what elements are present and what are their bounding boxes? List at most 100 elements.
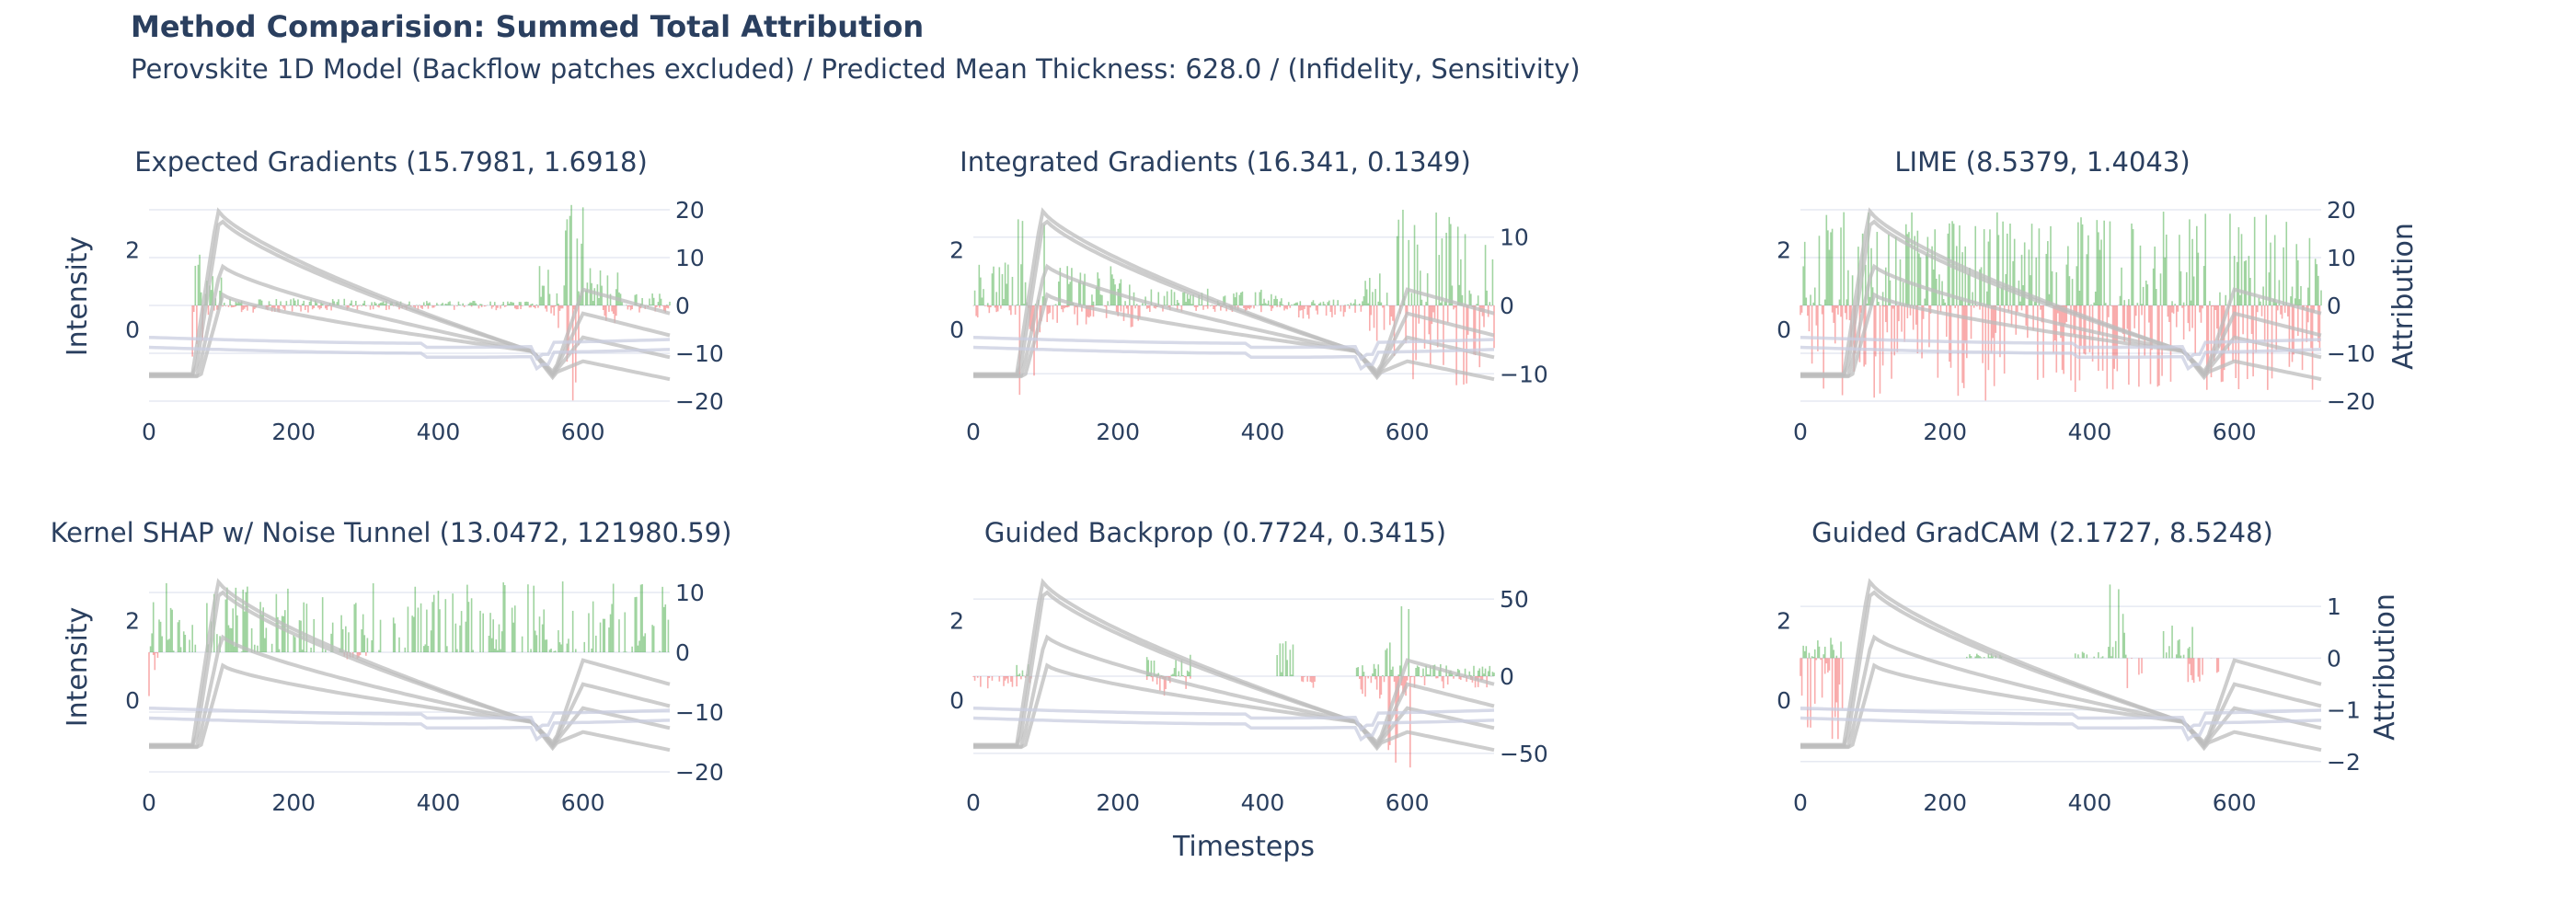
attribution-tick: −20 <box>675 759 724 786</box>
x-tick: 400 <box>1241 419 1285 445</box>
intensity-tick: 2 <box>125 607 140 634</box>
signal-line-2 <box>1800 590 2322 748</box>
intensity-tick: 2 <box>1777 236 1791 263</box>
signal-line-5 <box>972 335 1495 362</box>
signal-line-4 <box>149 292 671 382</box>
intensity-tick: 2 <box>949 607 964 634</box>
attribution-tick: −10 <box>675 340 724 367</box>
signal-line-1 <box>1800 207 2322 376</box>
signal-line-3 <box>149 263 671 379</box>
signal-line-4 <box>973 662 1495 753</box>
signal-line-3 <box>1800 634 2322 750</box>
x-tick: 400 <box>2068 419 2112 445</box>
subplot-1: Expected Gradients (15.7981, 1.6918) 0 2 −2… <box>125 146 724 445</box>
attribution-tick: 0 <box>2327 293 2341 319</box>
attribution-tick: −10 <box>1500 361 1548 387</box>
signal-line-6 <box>148 345 671 372</box>
attribution-tick: −20 <box>2327 388 2375 415</box>
subplot-title: Expected Gradients (15.7981, 1.6918) <box>134 146 648 178</box>
intensity-tick: 0 <box>949 316 964 343</box>
x-tick: 200 <box>1923 419 1967 445</box>
attribution-tick: 10 <box>2327 245 2356 271</box>
x-tick: 400 <box>1241 789 1285 816</box>
signal-line-1 <box>973 578 1495 747</box>
x-tick: 400 <box>2068 789 2112 816</box>
intensity-tick: 0 <box>125 316 140 343</box>
signal-line-6 <box>1800 345 2322 372</box>
left-axis-label-row2: Intensity <box>62 607 94 728</box>
signal-line-1 <box>149 578 671 747</box>
signal-line-5 <box>148 335 671 362</box>
attribution-tick: 0 <box>675 639 690 666</box>
figure-subtitle: Perovskite 1D Model (Backflow patches ex… <box>131 53 1581 85</box>
signal-line-5 <box>1800 335 2322 362</box>
figure-title: Method Comparision: Summed Total Attribu… <box>131 9 924 44</box>
signal-line-2 <box>1800 219 2322 377</box>
x-tick: 200 <box>1096 419 1140 445</box>
intensity-tick: 2 <box>125 236 140 263</box>
attribution-tick: 0 <box>2327 645 2341 672</box>
signal-line-3 <box>1800 263 2322 379</box>
attribution-tick: 20 <box>2327 197 2356 224</box>
attribution-tick: 10 <box>675 580 705 606</box>
intensity-tick: 2 <box>949 236 964 263</box>
right-axis-label-row1: Attribution <box>2387 223 2420 370</box>
signal-line-3 <box>973 263 1495 379</box>
intensity-tick: 0 <box>1777 316 1791 343</box>
x-tick: 0 <box>1793 419 1808 445</box>
attribution-tick: 20 <box>675 197 705 224</box>
signal-line-5 <box>1800 706 2322 732</box>
x-tick: 0 <box>1793 789 1808 816</box>
x-tick: 600 <box>1386 419 1430 445</box>
signal-line-5 <box>972 706 1495 732</box>
attribution-bars <box>191 204 671 401</box>
x-tick: 200 <box>271 419 316 445</box>
signal-line-2 <box>149 590 671 748</box>
signal-line-4 <box>1800 662 2322 753</box>
attribution-tick: −10 <box>2327 340 2375 367</box>
attribution-tick: 10 <box>675 245 705 271</box>
attribution-tick: −1 <box>2327 697 2361 724</box>
signal-line-1 <box>973 207 1495 376</box>
subplot-title: Integrated Gradients (16.341, 0.1349) <box>960 146 1471 178</box>
subplot-5: Guided Backprop (0.7724, 0.3415) 0 2 −50 0 50… <box>949 517 1548 816</box>
right-axis-label-row2: Attribution <box>2369 593 2401 741</box>
subplot-4: Kernel SHAP w/ Noise Tunnel (13.0472, 12… <box>51 517 732 816</box>
subplot-grid: Expected Gradients (15.7981, 1.6918) 0 2 −2… <box>51 146 2375 816</box>
signal-line-4 <box>149 662 671 753</box>
x-tick: 0 <box>966 419 981 445</box>
attribution-tick: 0 <box>675 293 690 319</box>
attribution-bars <box>148 581 670 696</box>
signal-line-3 <box>149 634 671 750</box>
subplot-title: Kernel SHAP w/ Noise Tunnel (13.0472, 12… <box>51 517 732 548</box>
attribution-tick: 0 <box>1500 293 1514 319</box>
x-tick: 0 <box>142 789 156 816</box>
x-axis-label: Timesteps <box>1172 831 1315 863</box>
attribution-tick: −50 <box>1500 741 1548 767</box>
x-tick: 600 <box>561 789 605 816</box>
signal-line-2 <box>973 219 1495 377</box>
signal-line-6 <box>972 716 1495 742</box>
signal-line-2 <box>973 590 1495 748</box>
signal-line-6 <box>972 345 1495 372</box>
intensity-tick: 0 <box>125 687 140 714</box>
x-tick: 400 <box>417 789 461 816</box>
attribution-tick: 0 <box>1500 663 1514 690</box>
signal-line-1 <box>1800 578 2322 747</box>
signal-line-3 <box>973 634 1495 750</box>
attribution-tick: −20 <box>675 388 724 415</box>
x-tick: 400 <box>417 419 461 445</box>
subplot-2: Integrated Gradients (16.341, 0.1349) 0 2 −… <box>949 146 1548 445</box>
x-tick: 600 <box>2213 419 2257 445</box>
subplot-title: LIME (8.5379, 1.4043) <box>1894 146 2190 178</box>
attribution-tick: 50 <box>1500 586 1529 613</box>
x-tick: 600 <box>1386 789 1430 816</box>
x-tick: 200 <box>1096 789 1140 816</box>
x-tick: 0 <box>966 789 981 816</box>
signal-line-2 <box>149 219 671 377</box>
intensity-tick: 0 <box>1777 687 1791 714</box>
subplot-title: Guided Backprop (0.7724, 0.3415) <box>984 517 1446 548</box>
signal-line-1 <box>149 207 671 376</box>
